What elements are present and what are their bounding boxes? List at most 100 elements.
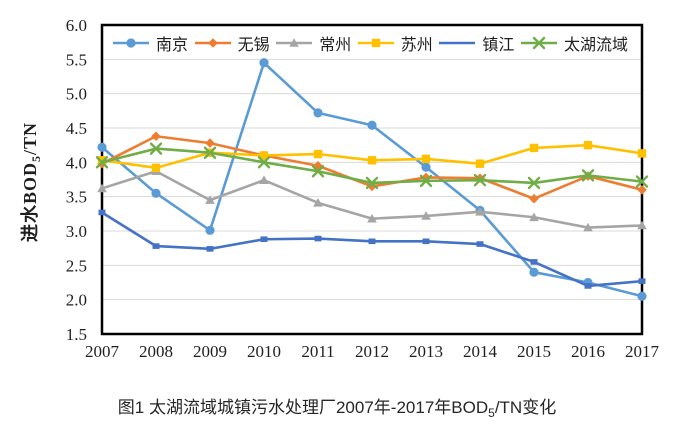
data-point-marker-南京 xyxy=(529,267,539,277)
x-tick-label: 2016 xyxy=(571,342,605,361)
legend-marker-常州 xyxy=(289,38,299,47)
data-point-marker-无锡 xyxy=(151,131,161,142)
legend-label: 常州 xyxy=(319,37,352,54)
data-point-marker-常州 xyxy=(421,211,431,220)
x-tick-label: 2014 xyxy=(463,342,498,361)
data-point-marker-常州 xyxy=(529,212,539,222)
line-chart-svg: 1.5 2.0 2.5 3.0 3.5 4.0 4.5 5.0 5.5 6.0 2007 2008 20… xyxy=(66,16,660,361)
data-point-marker-镇江 xyxy=(314,235,322,242)
data-point-marker-太湖流域 xyxy=(527,176,541,190)
x-tick-label: 2009 xyxy=(193,342,227,361)
data-point-marker-镇江 xyxy=(152,243,160,249)
data-point-marker-南京 xyxy=(313,108,323,118)
y-tick-label: 5.0 xyxy=(66,85,87,104)
legend-marker-icon xyxy=(276,38,313,47)
data-point-marker-太湖流域 xyxy=(419,174,433,188)
data-point-marker-南京 xyxy=(637,291,647,301)
data-point-marker-常州 xyxy=(637,220,647,230)
legend-label: 无锡 xyxy=(237,37,270,54)
data-point-marker-无锡 xyxy=(205,138,215,148)
legend-label: 太湖流域 xyxy=(563,37,628,54)
data-point-marker-镇江 xyxy=(368,238,376,245)
data-point-marker-太湖流域 xyxy=(149,142,163,155)
data-point-marker-苏州 xyxy=(367,156,377,165)
data-point-marker-苏州 xyxy=(583,140,593,150)
data-point-marker-太湖流域 xyxy=(365,176,379,190)
data-point-marker-镇江 xyxy=(638,278,646,284)
data-point-marker-常州 xyxy=(313,198,323,207)
data-point-marker-太湖流域 xyxy=(473,173,487,187)
data-point-marker-镇江 xyxy=(422,238,430,245)
y-axis-title-text: 进水BOD xyxy=(20,162,40,243)
data-point-marker-无锡 xyxy=(529,193,539,204)
series-line-太湖流域 xyxy=(100,147,644,185)
data-point-marker-苏州 xyxy=(529,143,539,153)
legend-marker-icon xyxy=(520,36,557,50)
y-tick-label: 3.0 xyxy=(66,222,87,241)
data-point-marker-南京 xyxy=(421,162,431,172)
y-tick-label: 3.5 xyxy=(66,188,87,207)
data-point-marker-南京 xyxy=(151,188,161,198)
x-tick-label: 2010 xyxy=(247,342,281,361)
data-point-marker-南京 xyxy=(205,225,215,235)
data-point-marker-镇江 xyxy=(530,259,538,265)
legend-item-太湖流域: 太湖流域 xyxy=(520,31,628,55)
caption-text: 图1 太湖流域城镇污水处理厂2007年-2017年BOD xyxy=(117,398,489,417)
legend-item-无锡: 无锡 xyxy=(194,31,270,55)
x-tick-label: 2017 xyxy=(625,342,660,361)
legend-marker-苏州 xyxy=(371,38,380,48)
data-point-marker-镇江 xyxy=(584,283,592,289)
data-point-marker-苏州 xyxy=(97,156,107,165)
data-point-marker-苏州 xyxy=(151,163,161,173)
y-tick-label: 5.5 xyxy=(66,50,87,69)
data-point-marker-镇江 xyxy=(476,241,484,247)
y-axis-title-subscript: 5 xyxy=(29,155,43,162)
data-point-marker-苏州 xyxy=(259,151,269,160)
y-tick-label: 1.5 xyxy=(66,325,87,344)
legend-marker-太湖流域 xyxy=(532,36,546,50)
legend-item-苏州: 苏州 xyxy=(357,31,433,55)
y-axis-title-suffix: /TN xyxy=(20,121,40,155)
legend-marker-南京 xyxy=(126,38,136,48)
y-axis-title: 进水BOD5/TN xyxy=(16,122,44,242)
x-tick-label: 2012 xyxy=(355,342,389,361)
data-point-marker-镇江 xyxy=(260,236,268,243)
data-point-marker-太湖流域 xyxy=(203,146,217,159)
data-point-marker-镇江 xyxy=(98,209,106,216)
data-point-marker-无锡 xyxy=(475,173,485,183)
data-point-marker-镇江 xyxy=(206,246,214,252)
data-point-marker-南京 xyxy=(97,142,107,152)
y-tick-label: 4.5 xyxy=(66,119,87,138)
data-point-marker-苏州 xyxy=(475,159,485,168)
legend-marker-无锡 xyxy=(207,38,218,48)
plot-frame xyxy=(100,23,644,336)
x-tick-label: 2015 xyxy=(517,342,551,361)
data-point-marker-南京 xyxy=(367,120,377,130)
data-point-marker-太湖流域 xyxy=(95,156,109,169)
y-tick-label: 2.5 xyxy=(66,256,87,275)
data-point-marker-常州 xyxy=(97,183,107,193)
x-tick-label: 2013 xyxy=(409,342,443,361)
data-point-marker-常州 xyxy=(475,206,485,216)
legend-marker-icon xyxy=(194,38,231,48)
caption-subscript: 5 xyxy=(488,406,495,420)
data-point-marker-太湖流域 xyxy=(257,156,271,169)
y-tick-label: 6.0 xyxy=(66,16,87,35)
x-tick-label: 2008 xyxy=(139,342,173,361)
x-tick-label: 2011 xyxy=(301,342,334,361)
x-tick-label: 2007 xyxy=(85,342,120,361)
data-point-marker-苏州 xyxy=(313,149,323,159)
figure-caption: 图1 太湖流域城镇污水处理厂2007年-2017年BOD5/TN变化 xyxy=(0,393,674,420)
legend-label: 南京 xyxy=(156,37,189,54)
legend-item-南京: 南京 xyxy=(112,31,188,55)
data-point-marker-无锡 xyxy=(637,185,647,195)
legend-marker-icon xyxy=(357,38,394,48)
legend-label: 镇江 xyxy=(482,37,515,54)
data-point-marker-常州 xyxy=(583,222,593,232)
data-point-marker-常州 xyxy=(205,195,215,204)
data-point-marker-太湖流域 xyxy=(311,165,325,178)
data-point-marker-苏州 xyxy=(421,154,431,164)
y-tick-label: 4.0 xyxy=(66,153,87,172)
data-point-marker-苏州 xyxy=(637,149,647,158)
